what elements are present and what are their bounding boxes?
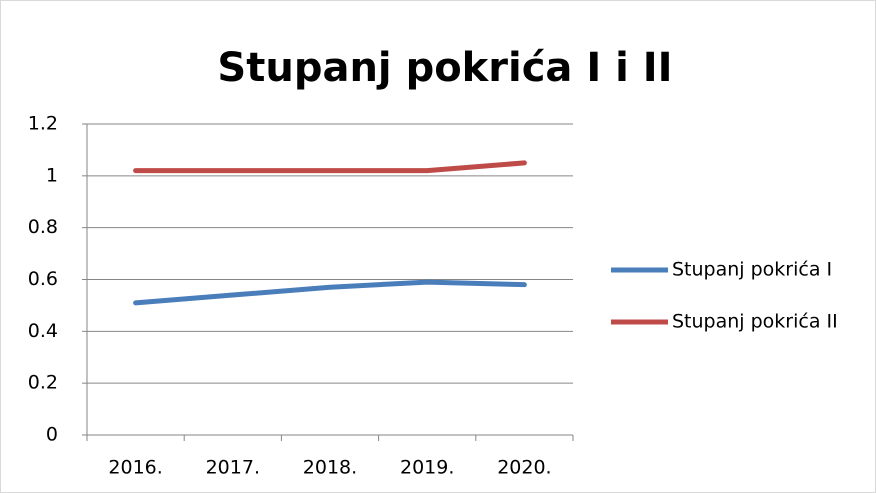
x-tick-label: 2017. (206, 457, 260, 479)
series-line (133, 279, 527, 306)
x-tick-label: 2016. (108, 457, 162, 479)
y-tick-label: 0.6 (28, 268, 58, 290)
x-tick-label: 2020. (497, 457, 551, 479)
x-tick-label: 2019. (400, 457, 454, 479)
legend-label: Stupanj pokrića II (672, 311, 838, 333)
x-tick-label: 2018. (303, 457, 357, 479)
y-tick-label: 0.4 (28, 320, 58, 342)
y-tick-label: 0.8 (28, 216, 58, 238)
legend-label: Stupanj pokrića I (672, 259, 832, 281)
chart-title: Stupanj pokrića I i II (217, 45, 672, 91)
y-tick-label: 0.2 (28, 372, 58, 394)
y-tick-label: 0 (46, 424, 58, 446)
series-line (133, 160, 527, 174)
y-tick-label: 1 (46, 164, 58, 186)
y-tick-label: 1.2 (28, 113, 58, 135)
